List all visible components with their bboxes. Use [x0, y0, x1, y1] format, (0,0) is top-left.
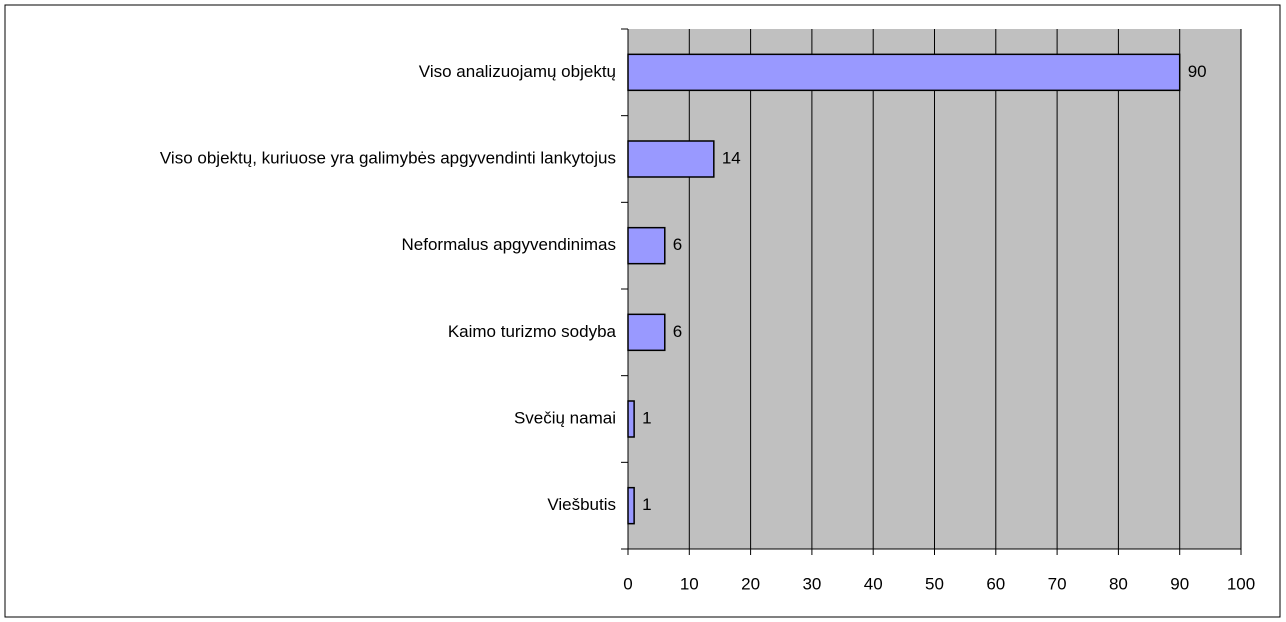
y-tick-label: Kaimo turizmo sodyba [448, 322, 617, 341]
y-tick-label: Viso analizuojamų objektų [419, 62, 616, 81]
x-tick-label: 50 [925, 574, 944, 593]
y-tick-label: Viso objektų, kuriuose yra galimybės apg… [160, 148, 616, 167]
x-tick-label: 100 [1227, 574, 1255, 593]
data-label: 90 [1188, 62, 1207, 81]
x-tick-label: 30 [802, 574, 821, 593]
bar [627, 53, 1181, 92]
bar [627, 400, 635, 438]
x-tick-label: 20 [741, 574, 760, 593]
x-tick-label: 90 [1170, 574, 1189, 593]
x-tick-label: 10 [680, 574, 699, 593]
x-tick-label: 70 [1048, 574, 1067, 593]
y-tick-label: Neformalus apgyvendinimas [402, 235, 617, 254]
bar [627, 313, 666, 352]
x-tick-label: 0 [623, 574, 632, 593]
data-label: 14 [722, 148, 741, 167]
y-tick-label: Viešbutis [547, 495, 616, 514]
x-tick-label: 40 [864, 574, 883, 593]
data-label: 6 [673, 235, 682, 254]
data-label: 1 [642, 495, 651, 514]
x-tick-label: 80 [1109, 574, 1128, 593]
bar [627, 486, 635, 525]
bar [627, 226, 666, 265]
data-label: 6 [673, 322, 682, 341]
data-label: 1 [642, 408, 651, 427]
bar [627, 140, 715, 178]
y-tick-label: Svečių namai [514, 408, 616, 427]
x-tick-label: 60 [986, 574, 1005, 593]
